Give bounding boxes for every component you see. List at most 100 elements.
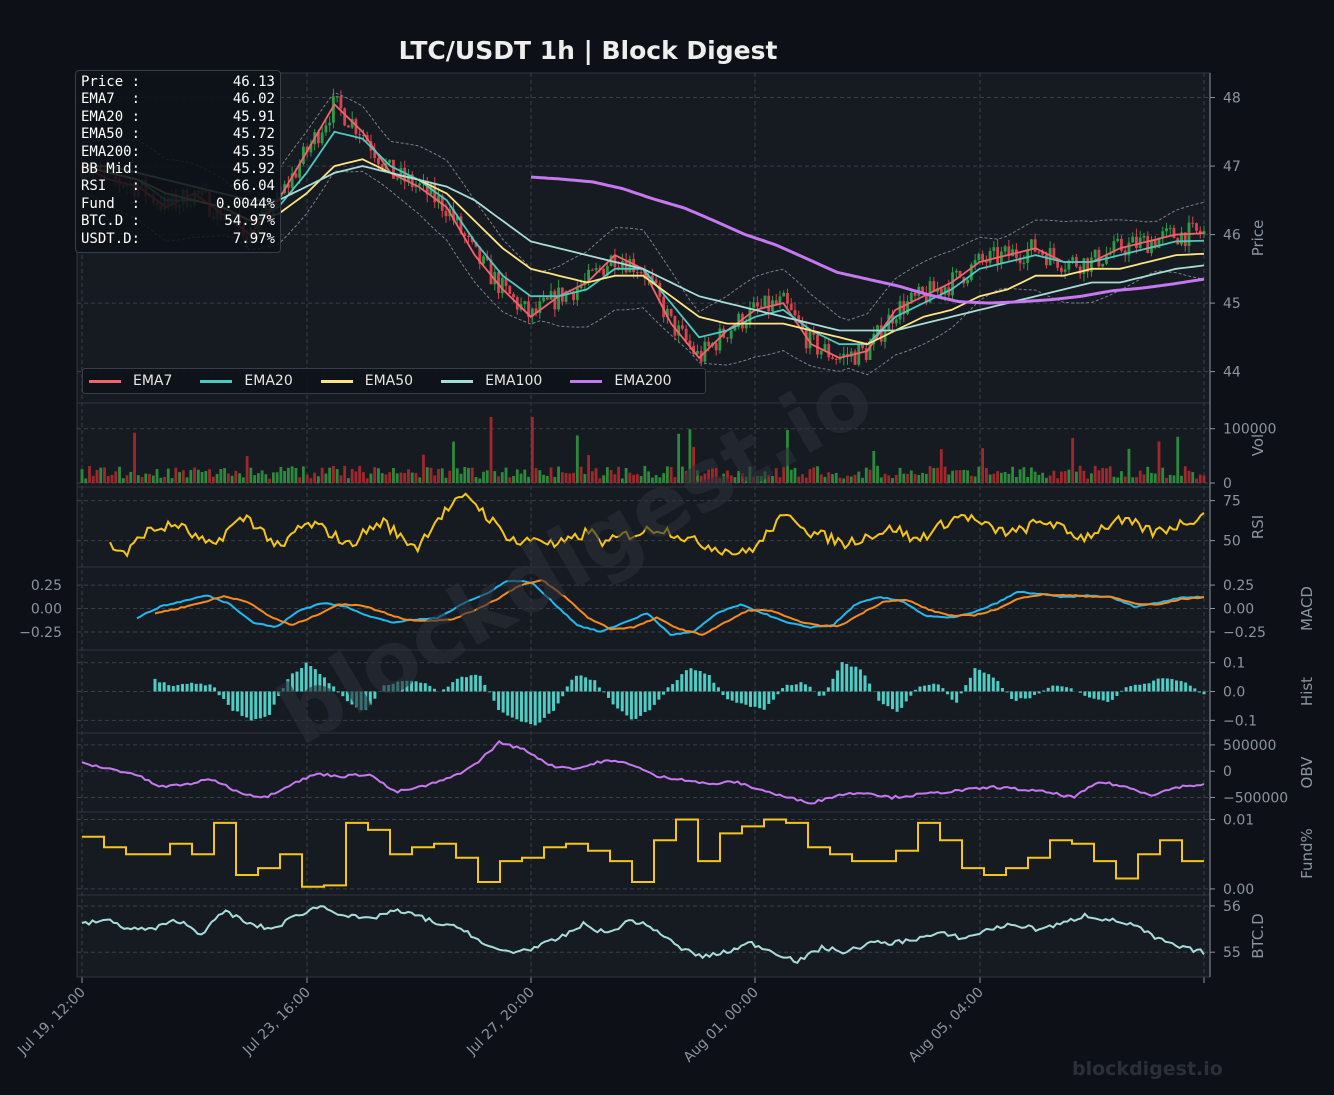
volume-bar xyxy=(91,475,95,483)
volume-bar xyxy=(1191,472,1195,483)
histogram-bar xyxy=(529,691,533,725)
histogram-bar xyxy=(254,691,258,719)
histogram-bar xyxy=(694,670,698,692)
histogram-bar xyxy=(744,691,748,705)
volume-bar xyxy=(711,468,714,483)
volume-bar xyxy=(114,471,118,483)
histogram-bar xyxy=(400,681,404,692)
histogram-bar xyxy=(1042,690,1046,692)
histogram-bar xyxy=(368,691,372,705)
candle-body xyxy=(635,272,639,274)
histogram-bar xyxy=(868,683,872,692)
volume-bar xyxy=(752,476,756,483)
candle-body xyxy=(527,301,530,317)
histogram-bar xyxy=(277,691,281,696)
histogram-bar xyxy=(684,670,688,692)
histogram-bar xyxy=(858,669,862,692)
candle-body xyxy=(831,357,834,359)
volume-bar xyxy=(373,467,377,483)
candle-body xyxy=(467,235,470,237)
y-tick-label: 0.00 xyxy=(1223,602,1254,618)
volume-bar xyxy=(733,477,737,483)
volume-bar xyxy=(1022,467,1026,483)
volume-bar xyxy=(268,478,272,483)
volume-bar xyxy=(181,470,185,483)
volume-bar xyxy=(151,475,155,483)
volume-bar xyxy=(1101,467,1105,483)
legend-swatch xyxy=(200,379,233,383)
volume-bar xyxy=(823,476,827,483)
volume-bar xyxy=(208,469,211,483)
histogram-bar xyxy=(854,666,858,692)
candle-body xyxy=(575,287,579,300)
histogram-bar xyxy=(565,686,569,692)
volume-bar xyxy=(260,470,264,483)
histogram-bar xyxy=(606,691,610,698)
candle-body xyxy=(1060,267,1063,272)
histogram-bar xyxy=(515,691,519,720)
candle-body xyxy=(545,297,549,300)
volume-bar xyxy=(722,473,726,483)
candle-body xyxy=(763,295,767,307)
histogram-bar xyxy=(675,680,679,692)
volume-bar xyxy=(448,470,452,483)
volume-bar xyxy=(939,449,943,483)
candle-body xyxy=(823,344,827,351)
candle-body xyxy=(399,167,403,179)
histogram-bar xyxy=(904,691,908,702)
corner-watermark: blockdigest.io xyxy=(1072,1058,1223,1080)
volume-bar xyxy=(846,475,849,483)
histogram-bar xyxy=(652,691,656,705)
volume-bar xyxy=(1075,471,1078,483)
candle-body xyxy=(301,146,305,164)
y-tick-label: 0.25 xyxy=(1223,578,1254,594)
histogram-bar xyxy=(295,671,299,692)
volume-bar xyxy=(1116,477,1120,483)
volume-bar xyxy=(557,466,560,483)
volume-bar xyxy=(350,468,354,483)
candle-body xyxy=(748,307,752,324)
volume-bar xyxy=(699,475,703,483)
histogram-bar xyxy=(432,688,436,692)
histogram-bar xyxy=(579,675,583,692)
candle-body xyxy=(954,270,958,273)
histogram-bar xyxy=(217,691,221,696)
histogram-bar xyxy=(464,677,468,692)
histogram-bar xyxy=(322,677,326,692)
volume-bar xyxy=(771,475,774,483)
volume-bar xyxy=(718,478,722,483)
candle-body xyxy=(842,353,846,358)
candle-body xyxy=(1191,222,1195,224)
volume-bar xyxy=(665,466,669,483)
histogram-bar xyxy=(180,683,184,692)
volume-bar xyxy=(493,471,497,483)
histogram-bar xyxy=(547,691,551,714)
volume-bar xyxy=(230,475,234,483)
volume-bar xyxy=(726,470,729,483)
volume-bar xyxy=(868,469,872,483)
volume-bar xyxy=(564,473,568,483)
candle-body xyxy=(1157,238,1161,248)
volume-bar xyxy=(470,467,474,483)
histogram-bar xyxy=(474,674,478,692)
histogram-bar xyxy=(350,691,354,705)
volume-bar xyxy=(275,472,279,483)
histogram-bar xyxy=(405,680,409,692)
volume-bar xyxy=(380,473,384,483)
volume-bar xyxy=(365,478,369,483)
info-label: BB Mid: xyxy=(81,161,141,178)
info-label: Price : xyxy=(81,74,141,90)
histogram-bar xyxy=(492,691,496,701)
volume-bar xyxy=(902,473,906,483)
histogram-bar xyxy=(1138,684,1142,692)
volume-bar xyxy=(1086,478,1090,483)
histogram-bar xyxy=(991,677,995,692)
candle-body xyxy=(853,351,857,365)
candle-body xyxy=(403,167,407,182)
volume-bar xyxy=(1041,472,1045,483)
candle-body xyxy=(1146,235,1150,254)
volume-bar xyxy=(778,477,782,483)
histogram-bar xyxy=(840,662,844,692)
histogram-bar xyxy=(1124,687,1128,692)
